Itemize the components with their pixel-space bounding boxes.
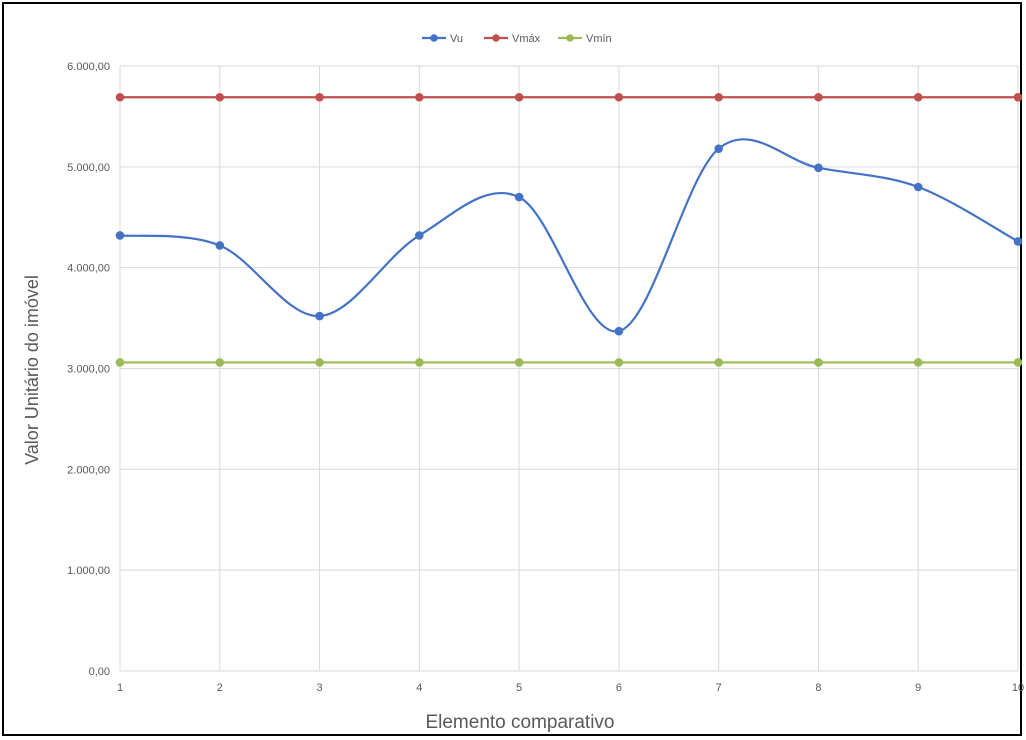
data-point-vmin <box>1013 358 1023 367</box>
x-tick-label: 10 <box>1012 682 1024 694</box>
y-tick-label: 4.000,00 <box>67 263 110 275</box>
y-tick-label: 2.000,00 <box>67 464 110 476</box>
data-point-vmax <box>115 92 125 102</box>
line-chart: 0,00 1.000,00 2.000,00 3.000,00 4.000,00 5.00… <box>22 33 1024 733</box>
data-point-vmax <box>415 92 424 102</box>
data-point-vmax <box>215 92 225 102</box>
x-tick-label: 2 <box>217 682 223 694</box>
data-point-vmax <box>1013 92 1023 102</box>
data-point-vu <box>1013 237 1023 246</box>
gridlines <box>119 65 1019 672</box>
legend-label: Vmáx <box>512 33 541 45</box>
y-tick-label: 1.000,00 <box>67 565 110 577</box>
data-point-vmax <box>315 92 324 102</box>
x-axis-title: Elemento comparativo <box>425 712 614 733</box>
data-point-vu <box>215 241 225 250</box>
legend-item-vmin: Vmín <box>558 33 612 45</box>
x-tick-label: 6 <box>616 682 622 694</box>
legend-item-vu: Vu <box>422 33 463 45</box>
y-tick-label: 5.000,00 <box>67 162 110 174</box>
x-tick-label: 4 <box>416 682 422 694</box>
x-tick-label: 3 <box>316 682 322 694</box>
x-tick-label: 8 <box>815 682 821 694</box>
tick-labels: 0,00 1.000,00 2.000,00 3.000,00 4.000,00 5.00… <box>67 61 1024 694</box>
y-axis-title: Valor Unitário do imóvel <box>22 275 42 465</box>
legend-swatch-marker <box>430 34 438 42</box>
y-tick-label: 6.000,00 <box>67 61 110 73</box>
data-point-vmin <box>714 358 723 367</box>
y-tick-label: 3.000,00 <box>67 364 110 376</box>
data-point-vmin <box>614 358 624 367</box>
series-line-vu <box>118 138 1020 333</box>
x-tick-label: 7 <box>716 682 722 694</box>
legend-label: Vu <box>450 33 463 45</box>
data-point-vu <box>115 231 125 240</box>
data-point-vu <box>714 144 723 153</box>
data-point-vmin <box>115 358 125 367</box>
legend-swatch-marker <box>492 34 500 42</box>
x-tick-label: 1 <box>117 682 123 694</box>
data-point-vmin <box>415 358 424 367</box>
data-point-vmin <box>514 358 524 367</box>
data-point-vmin <box>315 358 324 367</box>
data-point-vmax <box>614 92 624 102</box>
x-tick-label: 9 <box>915 682 921 694</box>
series-markers <box>115 92 1023 367</box>
data-point-vmin <box>215 358 225 367</box>
legend: Vu Vmáx Vmín <box>422 33 612 45</box>
data-point-vu <box>514 192 524 202</box>
series-lines <box>118 96 1020 364</box>
data-point-vmax <box>714 92 723 102</box>
data-point-vmax <box>814 92 823 102</box>
data-point-vu <box>315 311 324 321</box>
data-point-vu <box>814 163 823 173</box>
legend-item-vmax: Vmáx <box>484 33 541 45</box>
data-point-vu <box>913 182 923 192</box>
data-point-vmax <box>514 92 524 102</box>
data-point-vmin <box>814 358 823 367</box>
data-point-vmax <box>913 92 923 102</box>
data-point-vu <box>614 326 624 336</box>
data-point-vmin <box>913 358 923 367</box>
data-point-vu <box>415 231 424 240</box>
x-tick-label: 5 <box>516 682 522 694</box>
legend-swatch-marker <box>566 34 574 42</box>
legend-label: Vmín <box>586 33 612 45</box>
y-tick-label: 0,00 <box>89 666 110 678</box>
